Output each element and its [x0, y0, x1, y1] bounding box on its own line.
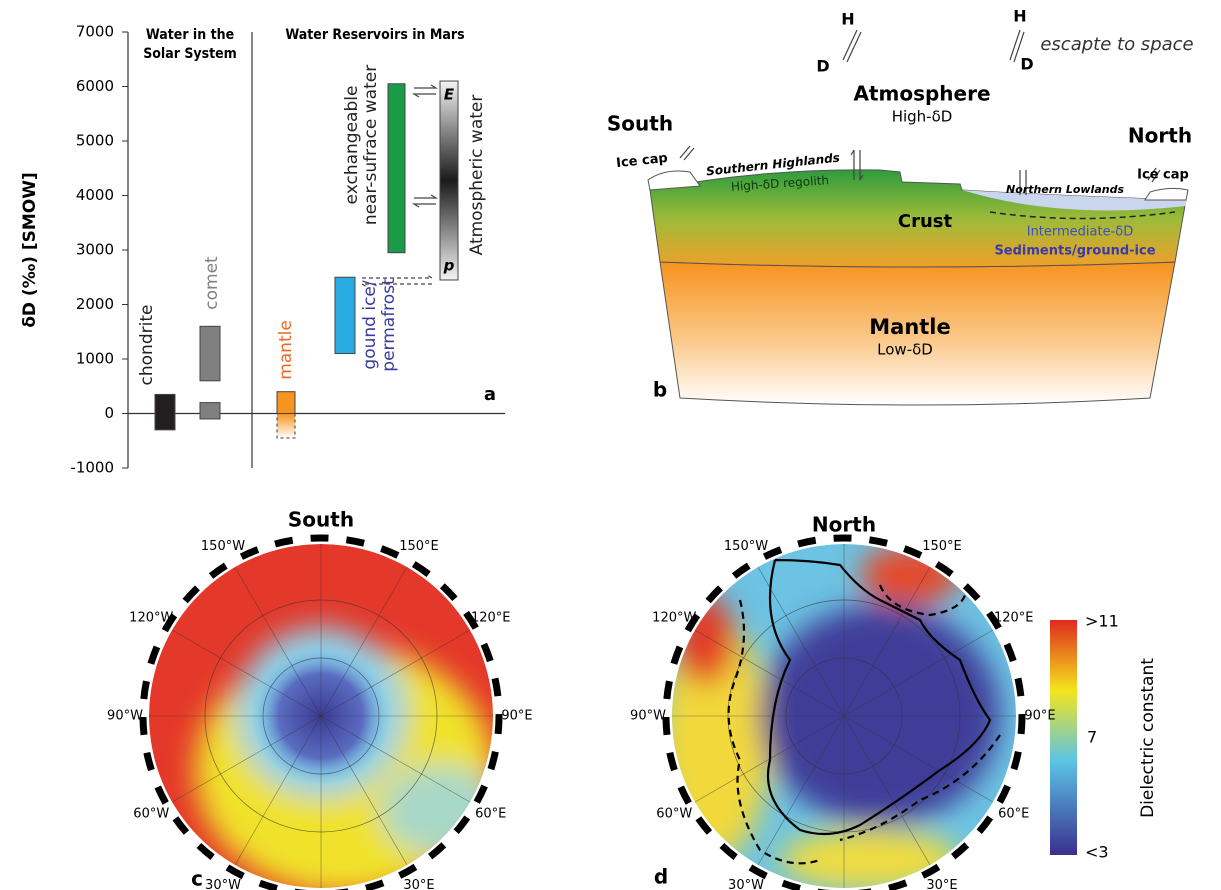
- lowlands-label: Northern Lowlands: [1006, 183, 1124, 196]
- longitude-label: 60°W: [133, 807, 169, 822]
- longitude-label: 90°E: [1024, 709, 1055, 724]
- end-label: p: [443, 256, 455, 274]
- ice-cap-label: Ice cap: [1137, 168, 1189, 183]
- d-label: D: [816, 57, 829, 76]
- range-bar: [440, 81, 458, 280]
- colorbar: >11 7 <3 Dielectric constant: [1050, 612, 1158, 862]
- range-bar: [277, 392, 295, 414]
- ice-cap-label: Ice cap: [616, 151, 669, 171]
- south-label: South: [607, 112, 673, 136]
- panel-label: d: [654, 865, 668, 889]
- section-title: Water in the: [146, 27, 234, 43]
- section-title: Solar System: [143, 46, 237, 62]
- y-tick-label: -1000: [70, 459, 114, 477]
- y-tick-label: 1000: [76, 350, 114, 368]
- north-label: North: [1128, 124, 1192, 148]
- figure: δD (‰) [SMOW] a H D H D escapte to space…: [0, 0, 1221, 890]
- longitude-label: 150°W: [201, 539, 245, 554]
- map: [149, 544, 500, 890]
- longitude-label: 150°E: [922, 539, 962, 554]
- colorbar-label: <3: [1085, 843, 1109, 862]
- longitude-label: 120°E: [471, 611, 511, 626]
- range-bar: [155, 394, 175, 429]
- panel-label: a: [484, 384, 496, 405]
- d-label: D: [1020, 55, 1033, 74]
- series-label: near-sufrace water: [361, 65, 381, 225]
- longitude-label: 120°E: [994, 611, 1034, 626]
- y-tick-label: 4000: [76, 186, 114, 204]
- y-axis-title: δD (‰) [SMOW]: [20, 172, 40, 328]
- longitude-label: 120°W: [652, 611, 696, 626]
- longitude-label: 90°E: [501, 709, 532, 724]
- series-label: exchangeable: [342, 86, 362, 205]
- colorbar-label: >11: [1085, 612, 1119, 631]
- colorbar-ramp: [1050, 620, 1077, 855]
- map-title: South: [288, 508, 354, 532]
- y-tick-label: 3000: [76, 241, 114, 259]
- series-label: mantle: [276, 320, 296, 380]
- longitude-label: 150°W: [724, 539, 768, 554]
- end-label: E: [444, 86, 455, 104]
- faded-bar: [277, 414, 295, 439]
- colorbar-label: 7: [1087, 728, 1097, 747]
- y-tick-label: 0: [104, 404, 114, 422]
- crust-label: Crust: [898, 211, 953, 232]
- series-label: gound ice/: [360, 280, 380, 369]
- atmosphere-label: Atmosphere: [853, 82, 990, 106]
- map-title: North: [812, 513, 876, 537]
- longitude-label: 120°W: [129, 611, 173, 626]
- sediments-label: Sediments/ground-ice: [994, 244, 1155, 259]
- mantle-sub: Low-δD: [877, 341, 933, 359]
- range-bar: [200, 403, 220, 419]
- range-bar: [200, 326, 220, 381]
- panel-label: b: [653, 378, 667, 402]
- h-label: H: [841, 10, 854, 29]
- longitude-label: 150°E: [399, 539, 439, 554]
- y-tick-label: 2000: [76, 295, 114, 313]
- panel-d: North d: [654, 513, 1022, 890]
- range-bar: [335, 277, 355, 353]
- longitude-label: 30°W: [728, 878, 764, 890]
- longitude-label: 30°E: [403, 878, 434, 890]
- series-label: permafrost: [379, 278, 399, 372]
- series-label: chondrite: [137, 305, 157, 386]
- intermediate-label: Intermediate-δD: [1027, 225, 1134, 240]
- colorbar-title: Dielectric constant: [1138, 658, 1158, 818]
- panel-c: South c: [143, 508, 500, 890]
- series-label: comet: [202, 256, 222, 310]
- longitude-label: 90°W: [630, 709, 666, 724]
- longitude-label: 30°W: [205, 878, 241, 890]
- longitude-label: 60°E: [475, 807, 506, 822]
- panel-b: H D H D escapte to space Atmosphere High…: [607, 7, 1194, 406]
- longitude-label: 60°W: [656, 807, 692, 822]
- y-tick-label: 7000: [76, 23, 114, 41]
- ice-cap-right: [1145, 188, 1188, 200]
- longitude-label: 90°W: [107, 709, 143, 724]
- mantle-label: Mantle: [869, 315, 951, 339]
- range-bar: [388, 84, 405, 253]
- series-label: Atmospheric water: [467, 95, 487, 256]
- panel-label: c: [191, 867, 203, 890]
- longitude-label: 30°E: [926, 878, 957, 890]
- longitude-label: 60°E: [998, 807, 1029, 822]
- section-title: Water Reservoirs in Mars: [285, 27, 464, 43]
- escape-label: escapte to space: [1040, 34, 1193, 55]
- atmosphere-sub: High-δD: [892, 108, 953, 126]
- h-label: H: [1013, 7, 1026, 26]
- y-tick-label: 5000: [76, 132, 114, 150]
- y-tick-label: 6000: [76, 77, 114, 95]
